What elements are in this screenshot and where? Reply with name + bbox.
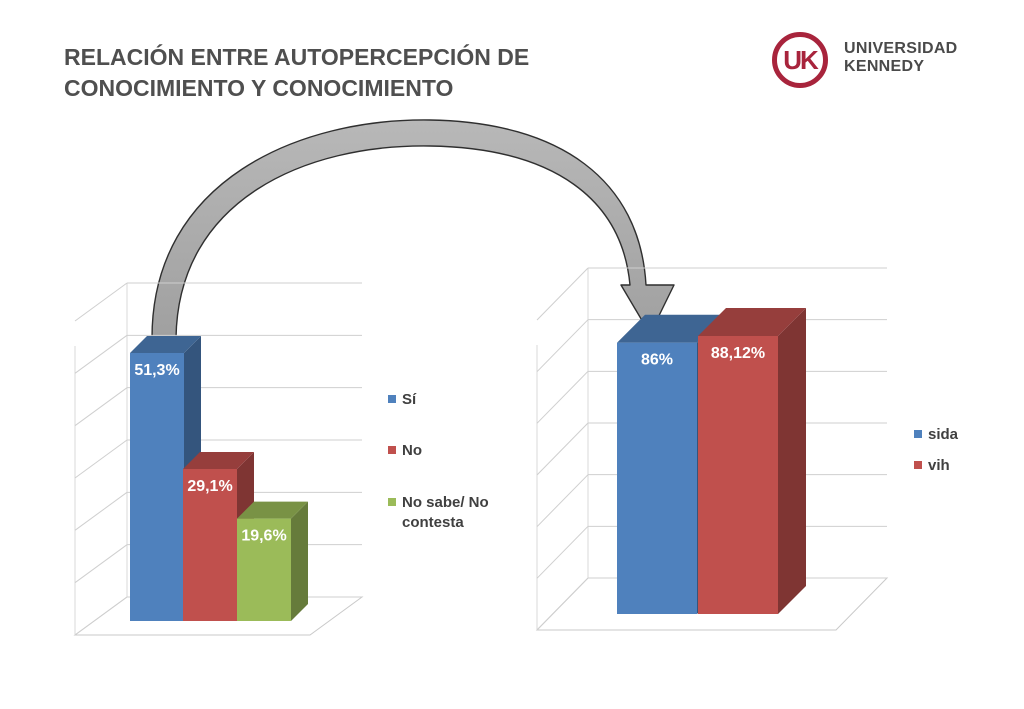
data-label: 51,3% xyxy=(134,362,179,379)
legend-swatch xyxy=(388,498,396,506)
legend-label: Sí xyxy=(402,391,417,408)
legend-swatch xyxy=(914,430,922,438)
arrow-shape xyxy=(151,119,675,339)
legend-label: vih xyxy=(928,457,950,474)
gridline-diagonal xyxy=(536,370,589,424)
data-label: 86% xyxy=(641,352,673,369)
data-label: 19,6% xyxy=(241,528,286,545)
bar xyxy=(130,353,184,621)
chart-1: 51,3% 29,1% 19,6% xyxy=(73,282,364,636)
gridline-diagonal xyxy=(74,596,128,636)
legend-label: No sabe/ No contesta xyxy=(402,494,489,531)
legend-swatch xyxy=(388,395,396,403)
data-label: 29,1% xyxy=(187,478,232,495)
logo-mark: UK xyxy=(772,32,828,88)
logo-line-2: KENNEDY xyxy=(844,58,925,75)
title-line-1: RELACIÓN ENTRE AUTOPERCEPCIÓN DE xyxy=(64,44,530,70)
logo-text: UNIVERSIDAD KENNEDY xyxy=(844,40,958,76)
legend-label: sida xyxy=(928,426,959,443)
bar-top xyxy=(617,314,725,343)
bar xyxy=(617,342,697,614)
bar-top xyxy=(698,308,806,336)
bar xyxy=(237,518,291,621)
gridline-diagonal xyxy=(74,387,128,427)
curved-arrow xyxy=(151,119,675,339)
gridline-diagonal xyxy=(74,282,128,322)
logo-line-1: UNIVERSIDAD xyxy=(844,40,958,57)
title-line-2: CONOCIMIENTO Y CONOCIMIENTO xyxy=(64,75,454,101)
gridline-diagonal xyxy=(536,267,589,321)
gridline-diagonal xyxy=(536,474,589,528)
gridline-diagonal xyxy=(536,525,589,579)
bar xyxy=(698,336,778,614)
gridline-diagonal xyxy=(536,422,589,476)
bar xyxy=(183,468,237,621)
gridline-diagonal xyxy=(74,544,128,584)
bar-side xyxy=(778,308,806,614)
chart-2: 86% 88,12% xyxy=(535,267,889,631)
gridline-diagonal xyxy=(536,319,589,373)
legend-swatch xyxy=(388,446,396,454)
page-title: RELACIÓN ENTRE AUTOPERCEPCIÓN DE CONOCIM… xyxy=(64,42,529,104)
gridline-diagonal xyxy=(74,334,128,374)
bar-top xyxy=(130,336,201,353)
gridline-diagonal xyxy=(74,439,128,479)
bar-top xyxy=(183,451,254,469)
gridline-diagonal xyxy=(536,577,589,631)
bar-side xyxy=(291,501,308,621)
gridline-diagonal xyxy=(74,491,128,531)
bar-top xyxy=(237,501,308,519)
university-logo: UK UNIVERSIDAD KENNEDY xyxy=(772,28,972,90)
data-label: 88,12% xyxy=(711,345,765,362)
legend-label: No xyxy=(402,442,422,459)
legend-swatch xyxy=(914,461,922,469)
